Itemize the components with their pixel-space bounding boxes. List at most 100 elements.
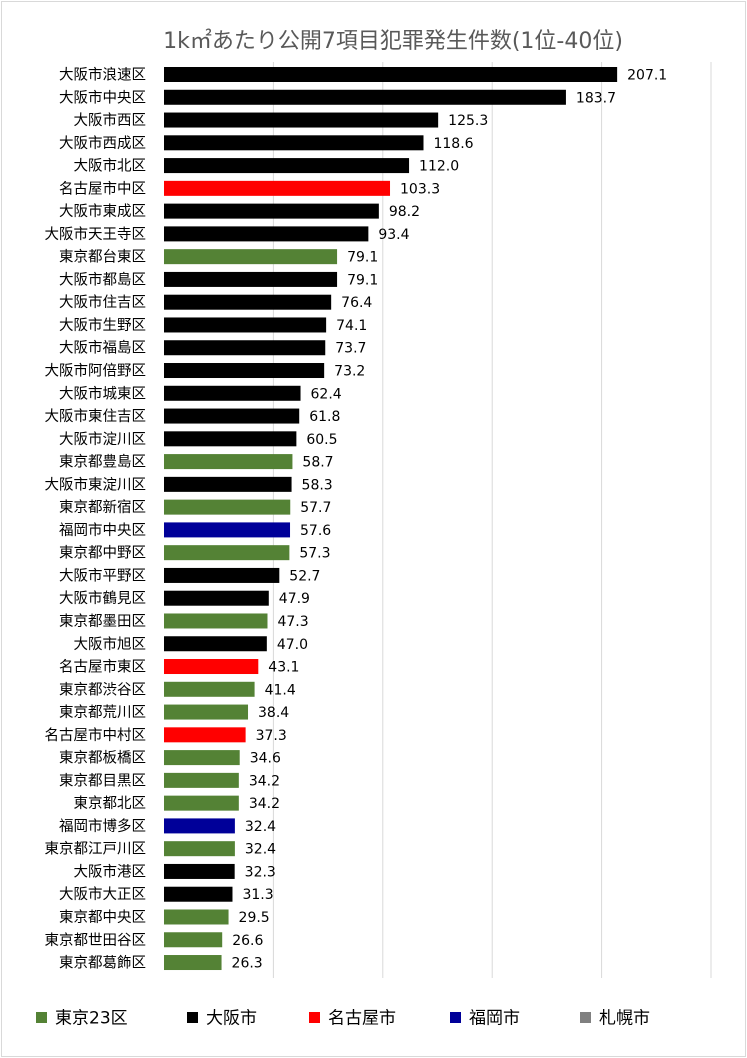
- category-label: 大阪市西区: [74, 112, 147, 129]
- value-label: 103.3: [400, 181, 440, 197]
- value-label: 118.6: [433, 136, 473, 152]
- category-label: 大阪市都島区: [59, 271, 146, 288]
- value-label: 125.3: [448, 113, 488, 129]
- category-label: 大阪市阿倍野区: [45, 363, 147, 380]
- legend-label: 福岡市: [469, 1009, 520, 1029]
- value-label: 57.6: [300, 523, 331, 539]
- bar: [164, 545, 290, 561]
- bar: [164, 818, 235, 834]
- value-label: 93.4: [378, 227, 409, 243]
- bar: [164, 317, 327, 333]
- value-label: 98.2: [389, 204, 420, 220]
- category-label: 東京都江戸川区: [45, 841, 147, 858]
- value-label: 32.3: [245, 864, 276, 880]
- value-label: 62.4: [311, 386, 342, 402]
- value-label: 58.7: [302, 455, 333, 471]
- category-label: 東京都荒川区: [59, 704, 146, 721]
- category-label: 東京都台東区: [59, 249, 146, 266]
- bar: [164, 226, 369, 242]
- bar: [164, 499, 291, 515]
- legend-swatch: [309, 1012, 320, 1023]
- value-label: 61.8: [309, 409, 340, 425]
- bar: [164, 89, 566, 105]
- category-label: 大阪市東成区: [59, 203, 146, 220]
- category-label: 大阪市東住吉区: [45, 408, 147, 425]
- bar: [164, 659, 259, 675]
- bar: [164, 590, 269, 606]
- legend-swatch: [580, 1012, 591, 1023]
- bar: [164, 249, 338, 265]
- value-label: 60.5: [306, 432, 337, 448]
- bar: [164, 454, 293, 470]
- category-label: 福岡市中央区: [59, 522, 146, 539]
- category-label: 大阪市旭区: [74, 636, 147, 653]
- category-label: 大阪市中央区: [59, 89, 146, 106]
- category-label: 大阪市北区: [74, 158, 147, 175]
- bar: [164, 476, 292, 492]
- value-label: 57.3: [299, 546, 330, 562]
- category-label: 東京都中央区: [59, 909, 146, 926]
- value-label: 79.1: [347, 272, 378, 288]
- legend-swatch: [187, 1012, 198, 1023]
- value-label: 47.3: [277, 614, 308, 630]
- bar: [164, 841, 235, 857]
- bar: [164, 909, 229, 925]
- chart-title: 1k㎡あたり公開7項目犯罪発生件数(1位-40位): [163, 28, 623, 54]
- category-label: 大阪市浪速区: [59, 67, 146, 84]
- bar: [164, 294, 332, 310]
- category-label: 大阪市生野区: [59, 317, 146, 334]
- legend-label: 東京23区: [55, 1009, 128, 1029]
- value-label: 34.2: [249, 796, 280, 812]
- value-label: 58.3: [302, 477, 333, 493]
- bar: [164, 112, 439, 128]
- value-label: 41.4: [265, 682, 296, 698]
- value-label: 34.6: [250, 751, 281, 767]
- category-label: 大阪市東淀川区: [45, 476, 147, 493]
- category-label: 名古屋市中村区: [45, 727, 147, 744]
- category-label: 名古屋市中区: [59, 180, 146, 197]
- category-labels: 大阪市浪速区大阪市中央区大阪市西区大阪市西成区大阪市北区名古屋市中区大阪市東成区…: [45, 67, 147, 972]
- bar: [164, 772, 239, 788]
- value-label: 183.7: [576, 90, 616, 106]
- value-label: 74.1: [336, 318, 367, 334]
- bar: [164, 681, 255, 697]
- bar: [164, 271, 338, 287]
- value-label: 207.1: [627, 68, 667, 84]
- category-label: 東京都世田谷区: [45, 932, 147, 949]
- category-label: 東京都葛飾区: [59, 955, 146, 972]
- bar: [164, 795, 239, 811]
- category-label: 大阪市鶴見区: [59, 590, 146, 607]
- category-label: 東京都板橋区: [59, 749, 146, 767]
- value-label: 52.7: [289, 568, 320, 584]
- value-label: 73.7: [335, 341, 366, 357]
- value-label: 73.2: [334, 364, 365, 380]
- legend: 東京23区 大阪市 名古屋市 福岡市 札幌市: [36, 1009, 650, 1029]
- legend-label: 大阪市: [206, 1009, 257, 1029]
- category-label: 大阪市城東区: [59, 385, 146, 402]
- value-label: 57.7: [300, 500, 331, 516]
- gridlines: [272, 62, 712, 978]
- category-label: 大阪市福島区: [59, 340, 146, 357]
- category-label: 大阪市平野区: [59, 567, 146, 584]
- bar: [164, 636, 267, 652]
- category-label: 東京都渋谷区: [59, 681, 146, 698]
- category-label: 東京都新宿区: [59, 499, 146, 516]
- bar: [164, 955, 222, 971]
- category-label: 東京都目黒区: [59, 772, 146, 789]
- bar: [164, 704, 249, 720]
- bar: [164, 750, 240, 766]
- bar: [164, 932, 223, 948]
- category-label: 東京都墨田区: [59, 613, 146, 630]
- value-label: 29.5: [239, 910, 270, 926]
- bar: [164, 363, 325, 379]
- bar: [164, 158, 410, 174]
- bar: [164, 135, 424, 151]
- legend-swatch: [450, 1012, 461, 1023]
- bar: [164, 180, 391, 196]
- value-label: 26.3: [232, 956, 263, 972]
- value-label: 47.9: [279, 591, 310, 607]
- value-label: 76.4: [341, 295, 372, 311]
- value-label: 37.3: [256, 728, 287, 744]
- value-labels: 207.1183.7125.3118.6112.0103.398.293.479…: [232, 68, 668, 972]
- category-label: 大阪市西成区: [59, 135, 146, 152]
